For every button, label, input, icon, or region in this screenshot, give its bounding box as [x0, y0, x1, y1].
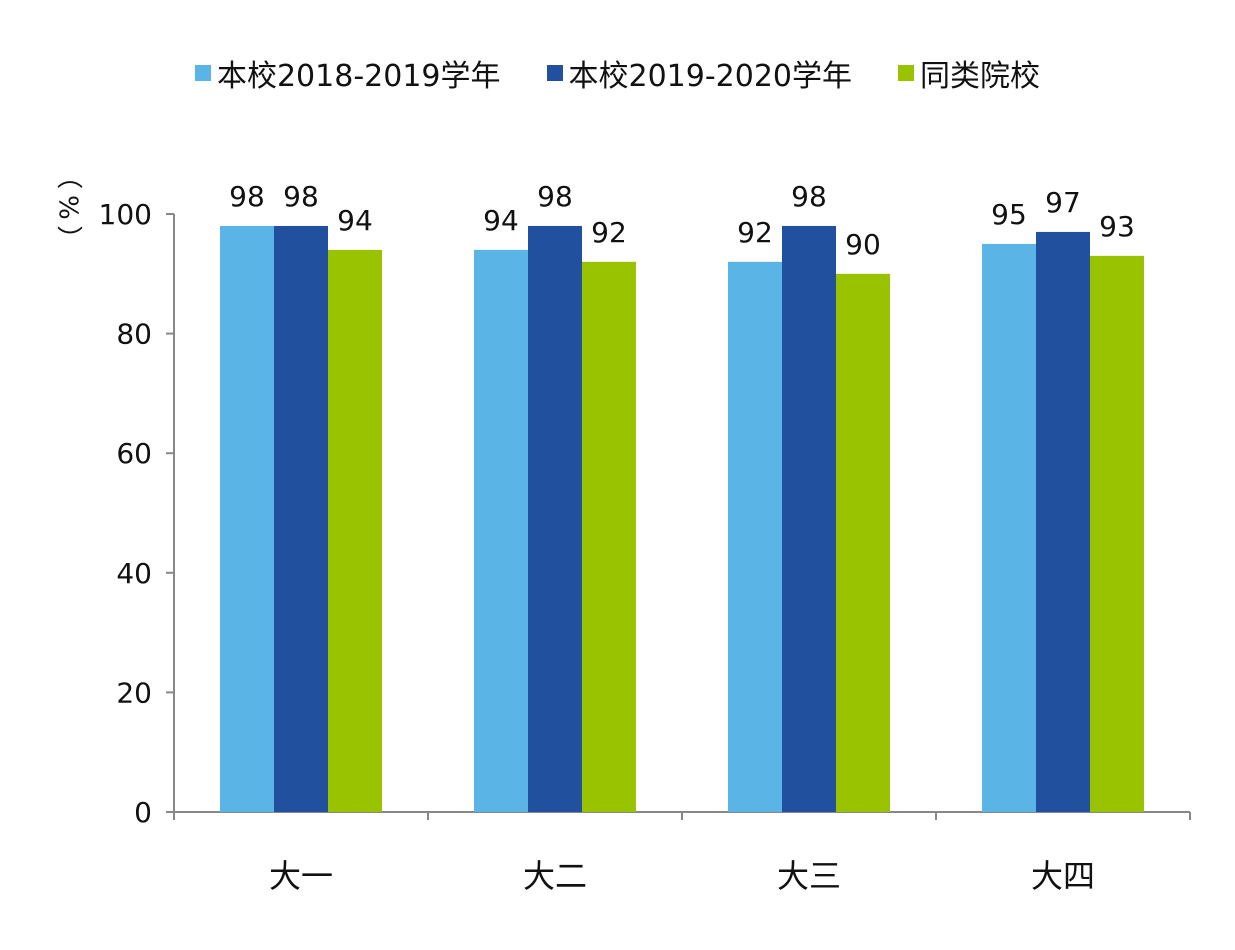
legend-swatch-series-2	[898, 65, 915, 81]
bar-3-2	[1090, 255, 1144, 813]
bar-2-0	[728, 261, 782, 813]
bar-2-1	[782, 225, 836, 812]
y-tick-label-2: 40	[116, 557, 152, 590]
data-label-1-2: 92	[591, 216, 627, 249]
data-label-0-2: 94	[337, 204, 373, 237]
bar-0-2	[328, 249, 382, 812]
legend-label-series-0: 本校2018-2019学年	[216, 59, 501, 94]
bar-3-0	[982, 243, 1036, 812]
x-tick-label-2: 大三	[777, 857, 841, 895]
legend-item-series-0: 本校2018-2019学年	[194, 51, 501, 95]
bar-0-0	[220, 225, 274, 812]
bar-1-2	[582, 261, 636, 813]
data-label-0-0: 98	[229, 180, 265, 213]
bars	[220, 225, 1144, 813]
data-label-1-1: 98	[537, 180, 573, 213]
x-tick-label-0: 大一	[269, 857, 333, 895]
data-label-1-0: 94	[483, 204, 519, 237]
data-label-3-2: 93	[1099, 210, 1135, 243]
legend-swatch-series-0	[194, 65, 211, 81]
x-tick-label-3: 大四	[1031, 857, 1095, 895]
x-tick-label-1: 大二	[523, 857, 587, 895]
y-tick-label-5: 100	[99, 198, 152, 231]
data-label-3-1: 97	[1045, 186, 1081, 219]
data-label-0-1: 98	[283, 180, 319, 213]
y-tick-label-0: 0	[134, 796, 152, 829]
legend-label-series-2: 同类院校	[920, 59, 1041, 94]
legend-item-series-1: 本校2019-2020学年	[546, 51, 853, 95]
bar-1-0	[474, 249, 528, 812]
bar-1-1	[528, 225, 582, 812]
bar-3-1	[1036, 231, 1090, 812]
legend-item-series-2: 同类院校	[898, 51, 1040, 95]
data-label-2-2: 90	[845, 228, 881, 261]
y-axis-label: （%）	[52, 162, 83, 258]
data-label-2-1: 98	[791, 180, 827, 213]
y-tick-label-1: 20	[116, 676, 152, 709]
data-label-3-0: 95	[991, 198, 1027, 231]
legend-label-series-1: 本校2019-2020学年	[568, 59, 853, 94]
bar-2-2	[836, 273, 890, 812]
y-tick-label-3: 60	[116, 437, 152, 470]
bar-0-1	[274, 225, 328, 812]
chart-legend: 本校2018-2019学年 本校2019-2020学年 同类院校	[0, 48, 1235, 98]
y-tick-label-4: 80	[116, 318, 152, 351]
data-labels: 98 98 94 94 98 92 92 98 90 95 97 93	[229, 180, 1135, 261]
data-label-2-0: 92	[737, 216, 773, 249]
legend-swatch-series-1	[546, 65, 563, 81]
